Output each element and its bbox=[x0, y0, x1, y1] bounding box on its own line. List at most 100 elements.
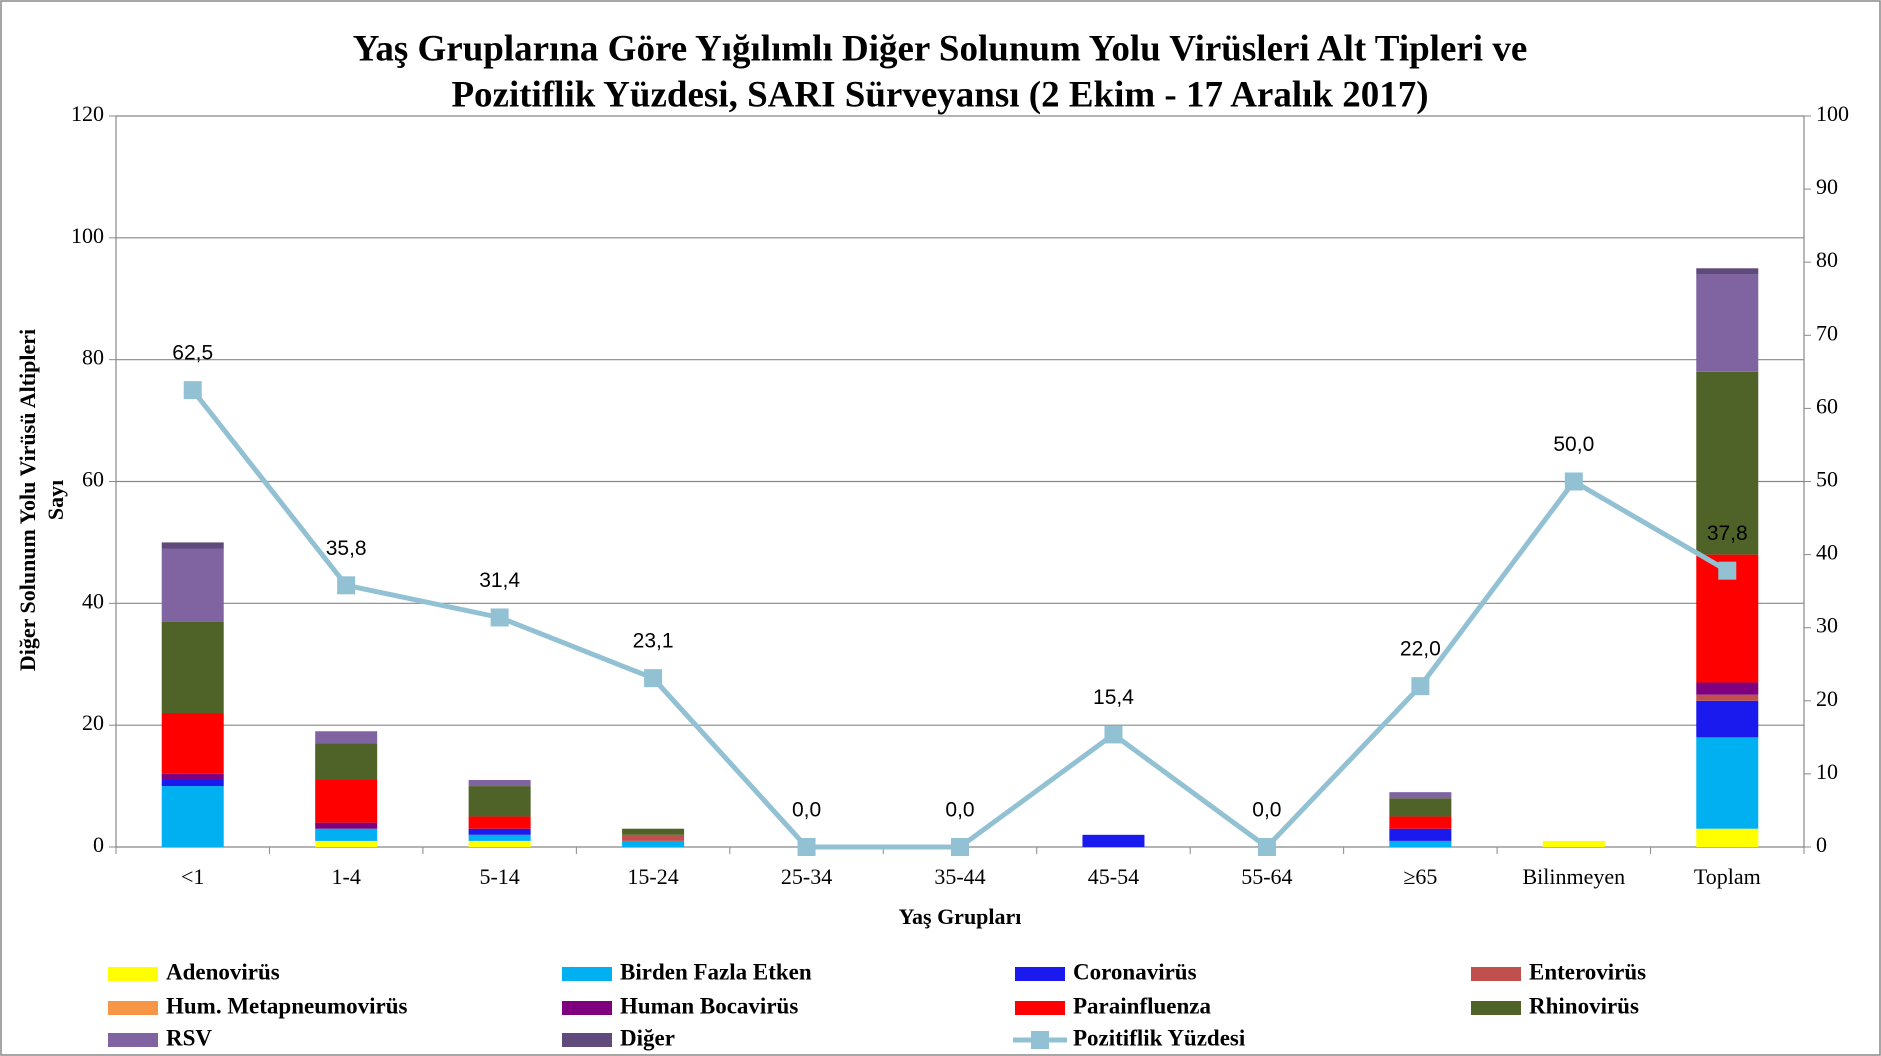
x-tick-label: 45-54 bbox=[1088, 864, 1139, 889]
bar-segment bbox=[468, 779, 531, 787]
x-tick-label: 1-4 bbox=[332, 864, 361, 889]
data-label: 62,5 bbox=[172, 342, 213, 365]
y2-tick-label: 80 bbox=[1816, 247, 1838, 272]
bar-segment bbox=[622, 828, 685, 835]
bar-segment bbox=[1542, 840, 1605, 847]
chart-title: Pozitiflik Yüzdesi, SARI Sürveyansı (2 E… bbox=[451, 74, 1428, 115]
legend-swatch bbox=[1471, 967, 1521, 981]
legend-label: Birden Fazla Etken bbox=[620, 959, 812, 984]
data-label: 0,0 bbox=[1252, 799, 1281, 822]
bar-segment bbox=[161, 773, 224, 780]
line-marker bbox=[1257, 838, 1276, 856]
x-tick-label: ≥65 bbox=[1403, 864, 1437, 889]
data-label: 50,0 bbox=[1553, 433, 1594, 456]
bar-segment bbox=[1696, 737, 1759, 829]
bar-segment bbox=[1696, 371, 1759, 555]
legend-swatch bbox=[1031, 1031, 1049, 1049]
line-marker bbox=[1564, 472, 1583, 491]
x-tick-label: 25-34 bbox=[781, 864, 832, 889]
y2-tick-label: 20 bbox=[1816, 686, 1838, 711]
bar-segment bbox=[468, 834, 531, 841]
y2-tick-label: 60 bbox=[1816, 393, 1838, 418]
line-marker bbox=[951, 838, 969, 856]
legend-label: Adenovirüs bbox=[166, 959, 280, 984]
y2-tick-label: 50 bbox=[1816, 467, 1838, 492]
line-marker bbox=[183, 381, 202, 400]
legend-label: Enterovirüs bbox=[1529, 959, 1646, 984]
bar-segment bbox=[468, 816, 531, 829]
bar-segment bbox=[315, 828, 378, 841]
bar-segment bbox=[161, 779, 224, 787]
data-label: 23,1 bbox=[633, 630, 674, 653]
y-axis-title: Sayı bbox=[43, 480, 68, 520]
y-tick-label: 40 bbox=[82, 588, 104, 613]
y-tick-label: 20 bbox=[82, 710, 104, 735]
y2-tick-label: 100 bbox=[1816, 101, 1849, 126]
legend-swatch bbox=[1015, 967, 1065, 981]
bar-segment bbox=[1696, 694, 1759, 701]
x-tick-label: 5-14 bbox=[479, 864, 519, 889]
bar-segment bbox=[161, 712, 224, 774]
bar-segment bbox=[161, 786, 224, 847]
x-tick-label: Bilinmeyen bbox=[1522, 864, 1625, 889]
legend-label: Hum. Metapneumovirüs bbox=[166, 993, 408, 1018]
y2-tick-label: 0 bbox=[1816, 832, 1827, 857]
chart-title: Yaş Gruplarına Göre Yığılımlı Diğer Solu… bbox=[353, 28, 1528, 69]
data-label: 15,4 bbox=[1093, 686, 1134, 709]
y2-tick-label: 90 bbox=[1816, 174, 1838, 199]
data-label: 37,8 bbox=[1707, 522, 1748, 545]
line-marker bbox=[1104, 725, 1123, 744]
y2-tick-label: 10 bbox=[1816, 759, 1838, 784]
legend-swatch bbox=[108, 1033, 158, 1047]
bar-segment bbox=[315, 840, 378, 847]
y-axis-title: Diğer Solunum Yolu Virüsü Altipleri bbox=[15, 329, 40, 671]
bar-segment bbox=[468, 840, 531, 847]
bar-segment bbox=[1696, 828, 1759, 847]
bar-segment bbox=[622, 834, 685, 841]
legend-swatch bbox=[108, 1001, 158, 1015]
bar-segment bbox=[315, 743, 378, 780]
y2-tick-label: 70 bbox=[1816, 320, 1838, 345]
bar-segment bbox=[1389, 798, 1452, 817]
line-marker bbox=[797, 838, 816, 856]
bar-segment bbox=[315, 779, 378, 823]
data-label: 31,4 bbox=[479, 569, 520, 592]
line-marker bbox=[1411, 677, 1430, 696]
legend-label: Human Bocavirüs bbox=[620, 993, 798, 1018]
y-tick-label: 120 bbox=[71, 101, 104, 126]
line-marker bbox=[1718, 561, 1737, 580]
y-tick-label: 100 bbox=[71, 223, 104, 248]
bar-segment bbox=[1696, 700, 1759, 738]
x-tick-label: 15-24 bbox=[627, 864, 678, 889]
bar-segment bbox=[315, 822, 378, 829]
x-tick-label: 55-64 bbox=[1241, 864, 1292, 889]
data-label: 22,0 bbox=[1400, 638, 1441, 661]
x-tick-label: 35-44 bbox=[934, 864, 985, 889]
legend-label: Diğer bbox=[620, 1025, 675, 1050]
bar-segment bbox=[161, 548, 224, 622]
legend-swatch bbox=[562, 1001, 612, 1015]
legend-label: Pozitiflik Yüzdesi bbox=[1073, 1025, 1246, 1050]
data-label: 0,0 bbox=[945, 799, 974, 822]
legend-label: Rhinovirüs bbox=[1529, 993, 1639, 1018]
legend-swatch bbox=[1471, 1001, 1521, 1015]
bar-segment bbox=[1389, 840, 1452, 847]
bar-segment bbox=[1389, 816, 1452, 829]
bar-segment bbox=[1696, 682, 1759, 695]
data-label: 0,0 bbox=[792, 799, 821, 822]
bar-segment bbox=[468, 786, 531, 817]
data-label: 35,8 bbox=[326, 537, 367, 560]
x-tick-label: Toplam bbox=[1694, 864, 1761, 889]
legend-swatch bbox=[1015, 1001, 1065, 1015]
bar-segment bbox=[468, 828, 531, 835]
y2-tick-label: 40 bbox=[1816, 540, 1838, 565]
bar-segment bbox=[161, 621, 224, 713]
y-tick-label: 0 bbox=[93, 832, 104, 857]
legend-label: RSV bbox=[166, 1025, 212, 1050]
x-axis-title: Yaş Grupları bbox=[899, 904, 1022, 929]
line-marker bbox=[644, 669, 663, 688]
x-tick-label: <1 bbox=[181, 864, 204, 889]
legend-label: Coronavirüs bbox=[1073, 959, 1197, 984]
bar-segment bbox=[1389, 792, 1452, 799]
